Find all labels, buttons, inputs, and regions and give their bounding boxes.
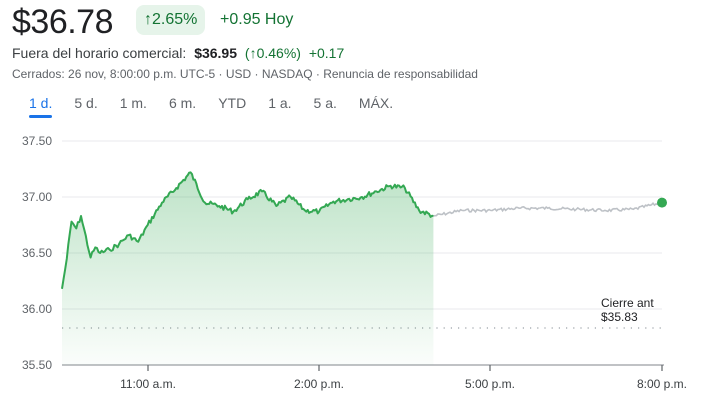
previous-close-label: Cierre ant $35.83 (601, 296, 654, 324)
after-hours-change-pct: (↑0.46%) (244, 45, 301, 61)
svg-text:35.50: 35.50 (22, 358, 52, 372)
svg-text:11:00 a.m.: 11:00 a.m. (120, 377, 176, 391)
after-hours-change-abs: +0.17 (308, 45, 345, 61)
svg-text:37.00: 37.00 (22, 190, 52, 204)
last-price-dot (657, 197, 667, 208)
x-axis-ticks: 11:00 a.m. 2:00 p.m. 5:00 p.m. 8:00 p.m. (120, 365, 687, 391)
change-percent-badge: ↑2.65% (136, 5, 206, 35)
tab-6m[interactable]: 6 m. (168, 95, 197, 111)
arrow-up-icon: ↑ (144, 11, 152, 28)
svg-text:2:00 p.m.: 2:00 p.m. (294, 377, 344, 391)
regular-session-line (61, 171, 434, 289)
price-area-fill (62, 172, 434, 365)
y-axis-labels: 37.50 37.00 36.50 36.00 35.50 (22, 134, 52, 372)
svg-text:8:00 p.m.: 8:00 p.m. (637, 377, 687, 391)
after-hours-label: Fuera del horario comercial: (12, 45, 187, 61)
tab-5d[interactable]: 5 d. (74, 95, 98, 111)
previous-close-value: $35.83 (601, 310, 638, 324)
change-percent: 2.65% (152, 11, 198, 28)
market-status-meta: Cerrados: 26 nov, 8:00:00 p.m. UTC-5 · U… (12, 67, 478, 81)
tab-1d[interactable]: 1 d. (18, 93, 63, 118)
tab-1y[interactable]: 1 a. (268, 95, 292, 111)
after-hours-line (433, 201, 663, 217)
tab-1m[interactable]: 1 m. (119, 95, 147, 111)
price-chart[interactable]: 37.50 37.00 36.50 36.00 35.50 11:00 a.m. 2:00… (0, 120, 704, 406)
tab-max[interactable]: MÁX. (358, 95, 394, 111)
after-hours-price: $36.95 (194, 45, 238, 61)
change-today: +0.95 Hoy (220, 11, 294, 28)
svg-text:37.50: 37.50 (22, 134, 52, 148)
previous-close-title: Cierre ant (601, 296, 654, 310)
tab-5y[interactable]: 5 a. (313, 95, 337, 111)
after-hours-row: Fuera del horario comercial: $36.95 (↑0.… (12, 44, 344, 62)
svg-text:36.00: 36.00 (22, 302, 52, 316)
tab-ytd[interactable]: YTD (218, 95, 247, 111)
current-price: $36.78 (12, 3, 114, 41)
svg-text:36.50: 36.50 (22, 246, 52, 260)
svg-text:5:00 p.m.: 5:00 p.m. (465, 377, 515, 391)
range-tabs: 1 d. 5 d. 1 m. 6 m. YTD 1 a. 5 a. MÁX. (18, 93, 404, 118)
